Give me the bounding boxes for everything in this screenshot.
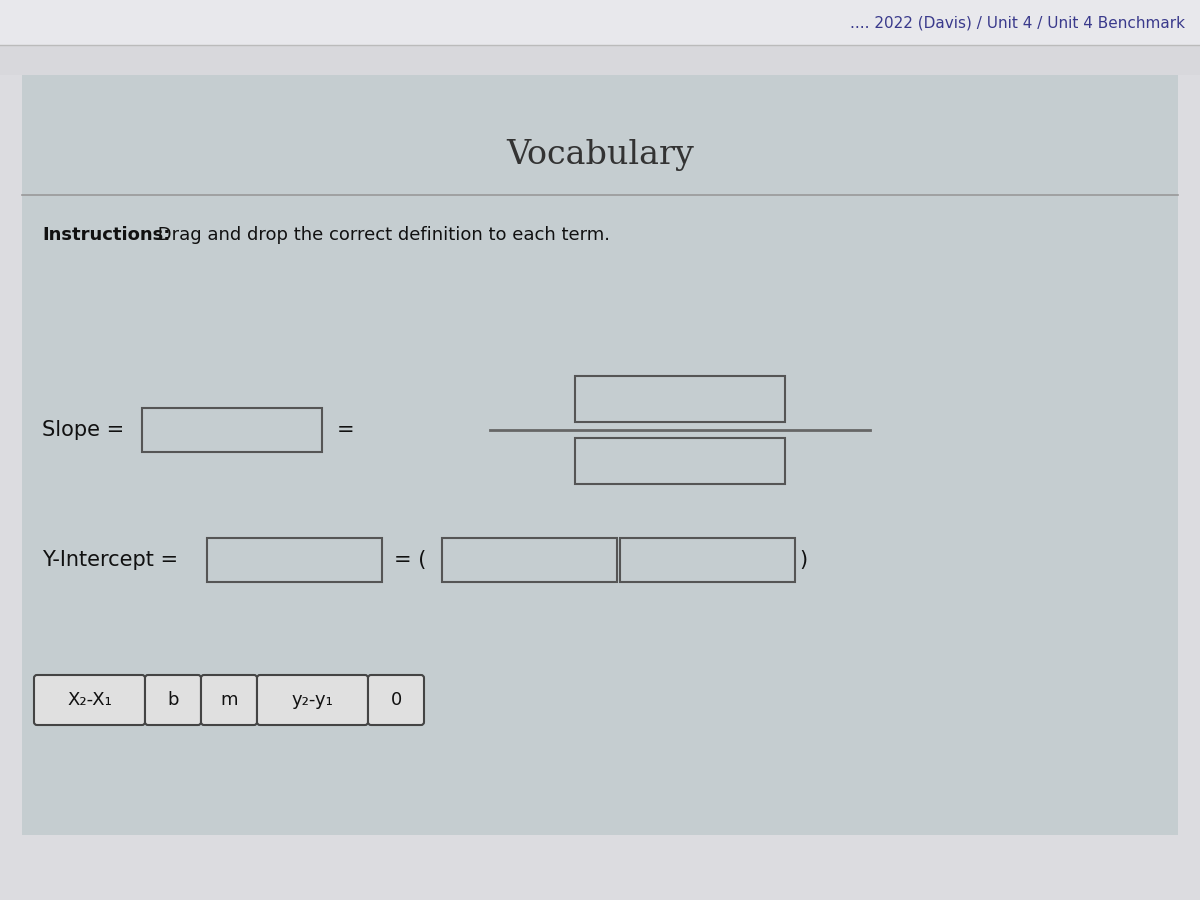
Bar (442, 538, 617, 582)
FancyBboxPatch shape (257, 675, 368, 725)
Text: b: b (167, 691, 179, 709)
FancyBboxPatch shape (368, 675, 424, 725)
Text: m: m (221, 691, 238, 709)
Text: Instructions:: Instructions: (42, 226, 170, 244)
Bar (620, 538, 796, 582)
Bar (575, 438, 785, 484)
Text: Slope =: Slope = (42, 420, 125, 440)
Bar (0, 45, 1200, 75)
Text: = (: = ( (394, 550, 426, 570)
Bar (208, 538, 382, 582)
Text: X₂-X₁: X₂-X₁ (67, 691, 112, 709)
Text: Drag and drop the correct definition to each term.: Drag and drop the correct definition to … (152, 226, 610, 244)
Bar (0, 0, 1200, 45)
Text: y₂-y₁: y₂-y₁ (292, 691, 334, 709)
Bar (22, 75, 1178, 835)
Bar (575, 376, 785, 422)
Text: 0: 0 (390, 691, 402, 709)
Text: .... 2022 (Davis) / Unit 4 / Unit 4 Benchmark: .... 2022 (Davis) / Unit 4 / Unit 4 Benc… (850, 15, 1186, 30)
FancyBboxPatch shape (145, 675, 202, 725)
Text: Y-Intercept =: Y-Intercept = (42, 550, 178, 570)
FancyBboxPatch shape (34, 675, 145, 725)
Text: Vocabulary: Vocabulary (506, 139, 694, 171)
Text: ): ) (799, 550, 808, 570)
Bar (142, 408, 322, 452)
Text: =: = (337, 420, 355, 440)
FancyBboxPatch shape (202, 675, 257, 725)
